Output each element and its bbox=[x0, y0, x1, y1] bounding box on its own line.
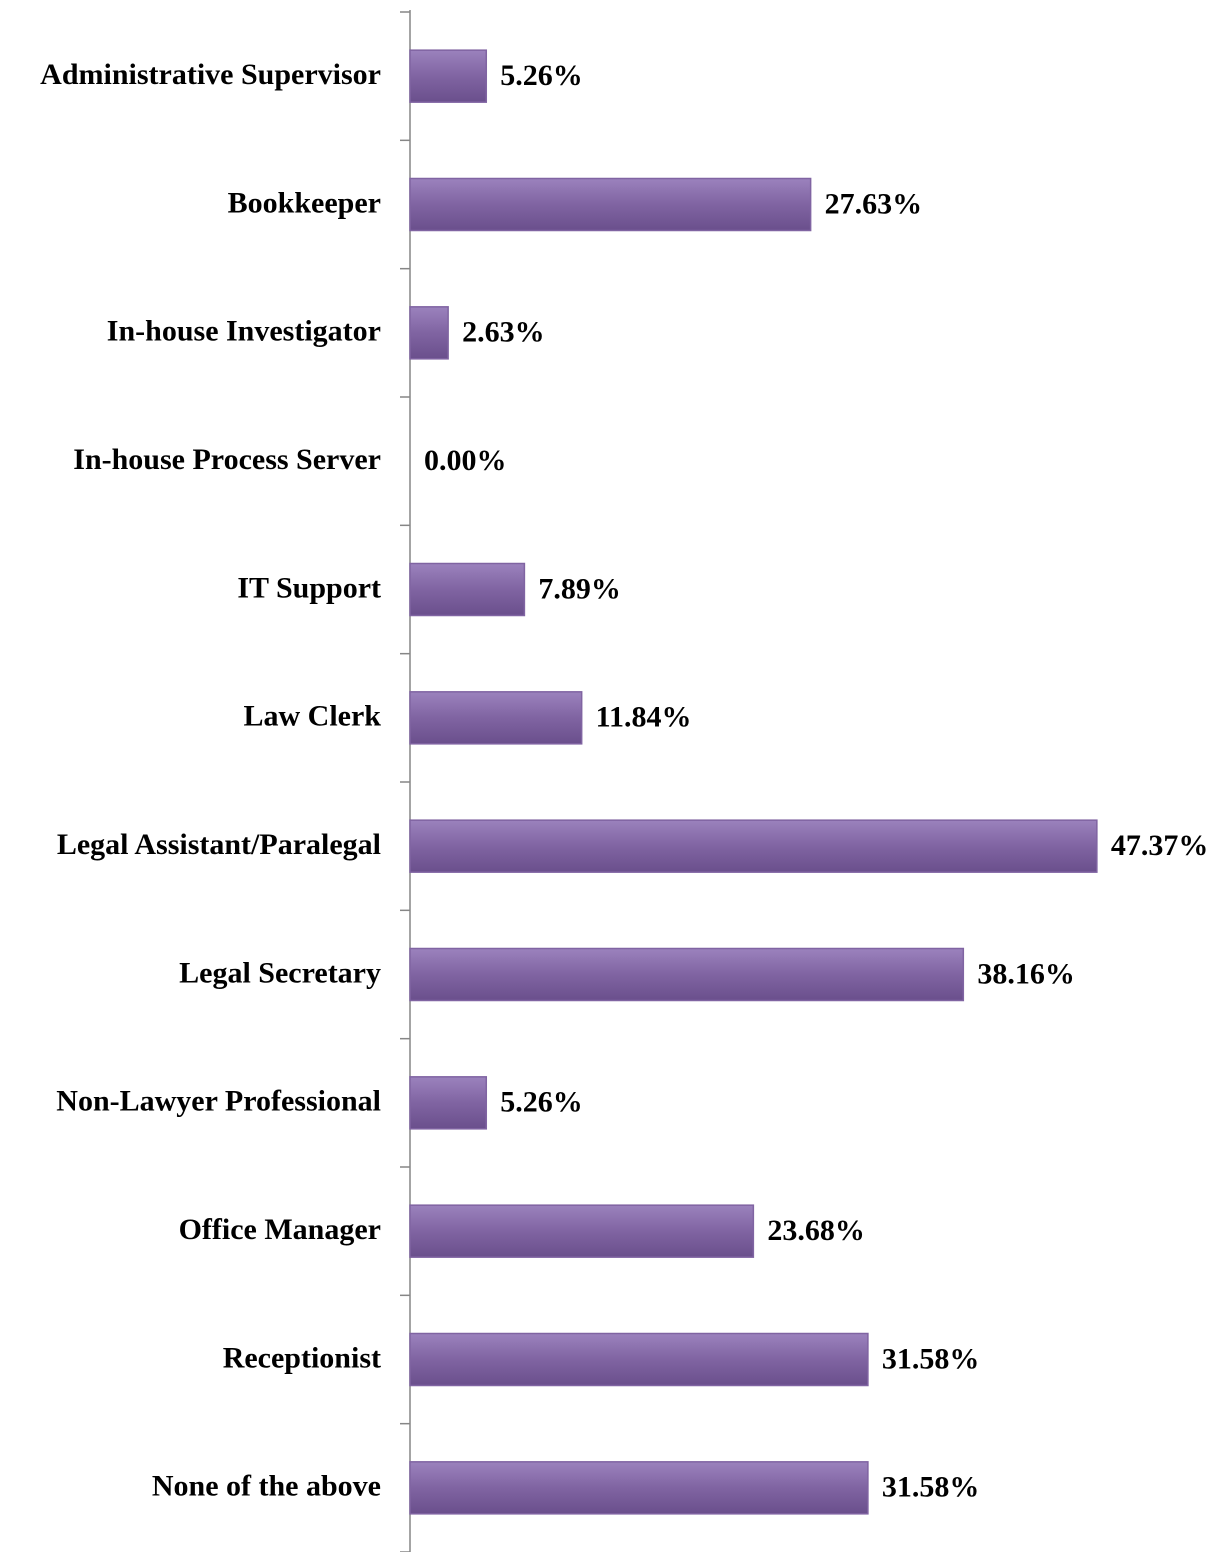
bar bbox=[409, 819, 1098, 873]
bar bbox=[409, 177, 812, 232]
value-label: 31.58% bbox=[882, 1471, 980, 1504]
value-label: 5.26% bbox=[500, 59, 583, 92]
bar bbox=[409, 1076, 488, 1130]
category-label: Legal Secretary bbox=[179, 956, 381, 989]
value-label: 27.63% bbox=[825, 187, 923, 220]
value-label: 7.89% bbox=[538, 572, 621, 605]
bar bbox=[409, 947, 965, 1002]
category-label: In-house Process Server bbox=[73, 443, 381, 476]
bar bbox=[409, 1204, 755, 1258]
category-label: Non-Lawyer Professional bbox=[56, 1085, 381, 1118]
bar bbox=[409, 562, 526, 617]
category-label: Law Clerk bbox=[244, 700, 382, 733]
bar bbox=[409, 1332, 869, 1387]
bar bbox=[409, 1461, 869, 1515]
bar bbox=[409, 49, 488, 103]
value-label: 5.26% bbox=[500, 1086, 583, 1119]
value-label: 38.16% bbox=[977, 957, 1075, 990]
value-label: 31.58% bbox=[882, 1342, 980, 1375]
value-label: 0.00% bbox=[424, 444, 507, 477]
category-label: Legal Assistant/Paralegal bbox=[57, 828, 381, 861]
bar bbox=[409, 691, 583, 745]
category-label: None of the above bbox=[152, 1470, 381, 1503]
bar bbox=[409, 306, 449, 360]
category-label: Administrative Supervisor bbox=[40, 58, 381, 91]
value-label: 2.63% bbox=[462, 316, 545, 349]
category-label: IT Support bbox=[237, 571, 381, 604]
category-label: Bookkeeper bbox=[228, 186, 381, 219]
category-label: Receptionist bbox=[223, 1341, 381, 1374]
value-label: 11.84% bbox=[596, 701, 692, 734]
value-label: 23.68% bbox=[767, 1214, 865, 1247]
value-label: 47.37% bbox=[1111, 829, 1209, 862]
category-label: Office Manager bbox=[179, 1213, 381, 1246]
category-label: In-house Investigator bbox=[107, 315, 381, 348]
